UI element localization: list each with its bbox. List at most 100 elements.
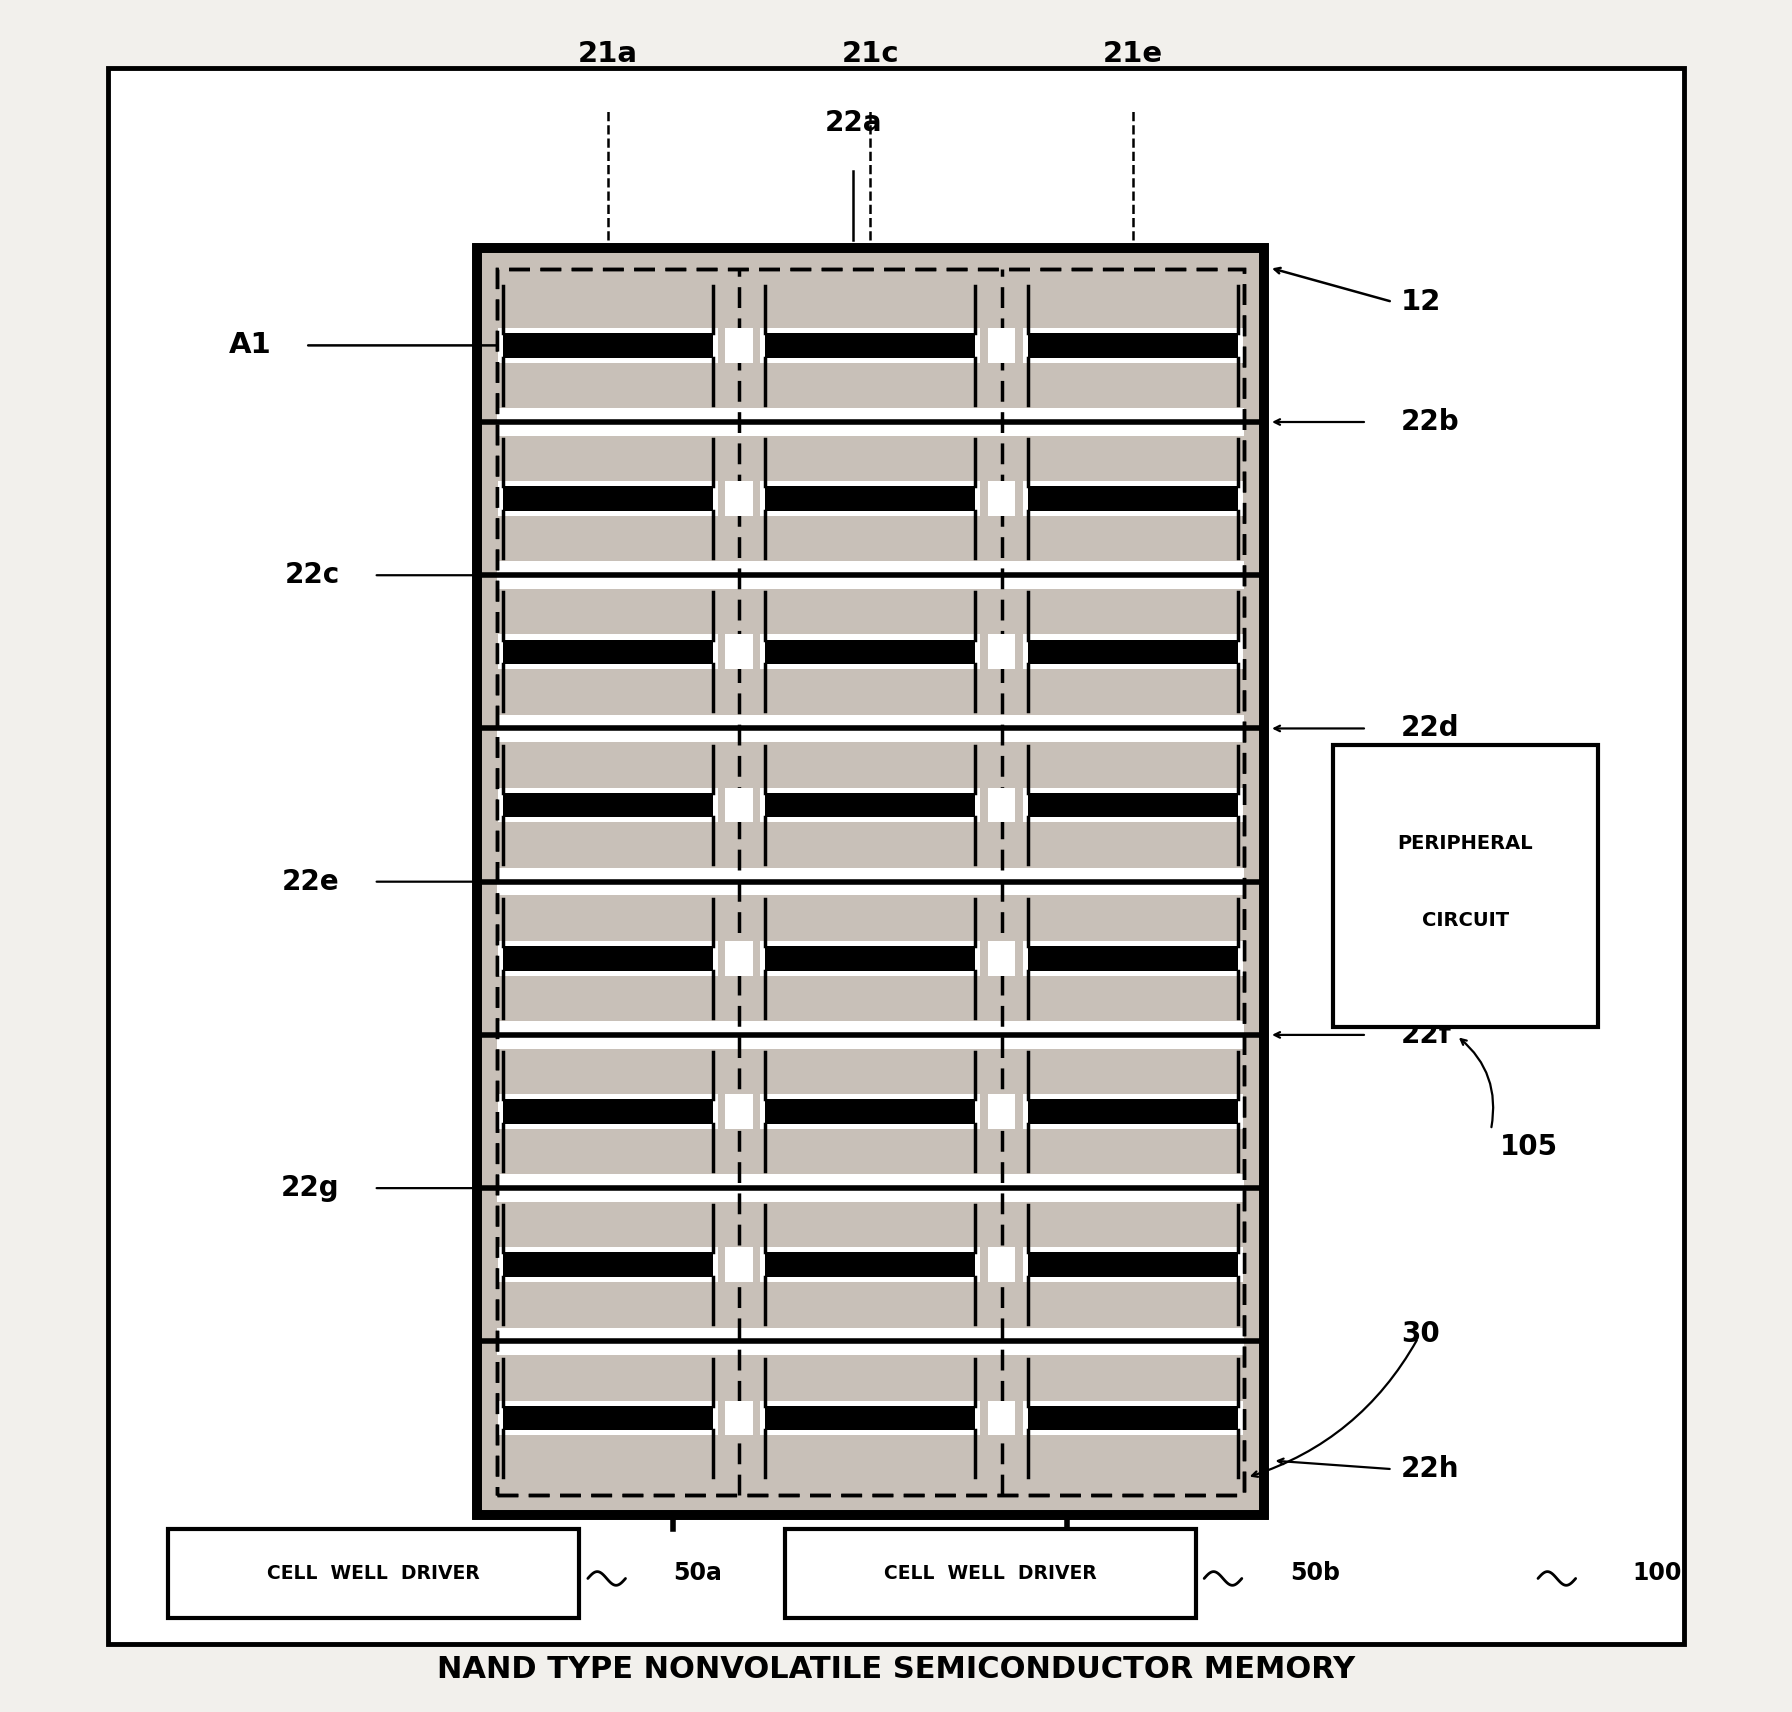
Bar: [765, 640, 975, 664]
Text: 21e: 21e: [1102, 41, 1163, 68]
Bar: [765, 793, 975, 817]
Bar: [765, 947, 975, 971]
Text: 105: 105: [1500, 1133, 1557, 1161]
Bar: [1029, 1099, 1238, 1123]
Text: 50a: 50a: [674, 1561, 722, 1585]
Bar: [496, 714, 1244, 743]
Bar: [760, 635, 980, 669]
Bar: [987, 481, 1016, 515]
Bar: [987, 329, 1016, 363]
Bar: [765, 1099, 975, 1123]
Bar: [477, 248, 1263, 1515]
Bar: [498, 1400, 719, 1435]
Bar: [496, 868, 1244, 895]
Bar: [760, 942, 980, 976]
Bar: [498, 1094, 719, 1128]
Bar: [1333, 745, 1598, 1027]
Bar: [504, 640, 713, 664]
Bar: [504, 793, 713, 817]
Bar: [1023, 1248, 1244, 1282]
Bar: [1029, 793, 1238, 817]
Bar: [1023, 481, 1244, 515]
Bar: [760, 1400, 980, 1435]
Bar: [496, 1327, 1244, 1356]
Bar: [504, 486, 713, 510]
Bar: [498, 635, 719, 669]
Bar: [498, 481, 719, 515]
Bar: [760, 1094, 980, 1128]
Bar: [726, 1094, 753, 1128]
Bar: [498, 329, 719, 363]
Bar: [498, 1248, 719, 1282]
Bar: [504, 334, 713, 358]
Bar: [1023, 788, 1244, 822]
Text: 22b: 22b: [1401, 407, 1460, 437]
Text: PERIPHERAL: PERIPHERAL: [1398, 834, 1532, 853]
Text: 30: 30: [1401, 1320, 1439, 1349]
Bar: [498, 788, 719, 822]
Bar: [504, 1253, 713, 1277]
Bar: [496, 1020, 1244, 1049]
Bar: [726, 481, 753, 515]
Bar: [504, 947, 713, 971]
Text: NAND TYPE NONVOLATILE SEMICONDUCTOR MEMORY: NAND TYPE NONVOLATILE SEMICONDUCTOR MEMO…: [437, 1656, 1355, 1683]
Bar: [498, 942, 719, 976]
Bar: [1029, 1253, 1238, 1277]
Bar: [1023, 329, 1244, 363]
Text: 12: 12: [1401, 288, 1441, 317]
Text: 22e: 22e: [281, 868, 340, 895]
Bar: [726, 1400, 753, 1435]
Bar: [785, 1529, 1195, 1618]
Bar: [765, 1406, 975, 1430]
Bar: [760, 1248, 980, 1282]
Text: 100: 100: [1633, 1561, 1681, 1585]
Bar: [504, 1099, 713, 1123]
Bar: [1023, 1400, 1244, 1435]
Bar: [1023, 635, 1244, 669]
Text: CIRCUIT: CIRCUIT: [1421, 911, 1509, 930]
Bar: [987, 942, 1016, 976]
Bar: [987, 635, 1016, 669]
Bar: [504, 1406, 713, 1430]
Text: 22c: 22c: [285, 562, 340, 589]
Bar: [1023, 1094, 1244, 1128]
Bar: [1029, 1406, 1238, 1430]
Text: 21a: 21a: [577, 41, 638, 68]
Text: 22d: 22d: [1401, 714, 1460, 743]
Bar: [765, 334, 975, 358]
Bar: [496, 269, 1244, 1495]
Bar: [726, 329, 753, 363]
Bar: [477, 248, 1263, 1515]
Bar: [726, 635, 753, 669]
Bar: [1029, 486, 1238, 510]
Bar: [760, 788, 980, 822]
Text: 22f: 22f: [1401, 1020, 1452, 1049]
Bar: [760, 481, 980, 515]
Bar: [987, 1400, 1016, 1435]
Text: 22g: 22g: [281, 1174, 340, 1202]
Bar: [496, 562, 1244, 589]
Bar: [987, 1094, 1016, 1128]
Bar: [496, 1174, 1244, 1202]
Text: 21c: 21c: [842, 41, 900, 68]
Text: 50b: 50b: [1290, 1561, 1340, 1585]
Text: 22h: 22h: [1401, 1455, 1459, 1483]
Bar: [496, 269, 1244, 1495]
Bar: [168, 1529, 579, 1618]
Bar: [1029, 640, 1238, 664]
Bar: [765, 1253, 975, 1277]
Bar: [477, 248, 1263, 1515]
Bar: [496, 407, 1244, 437]
Bar: [726, 1248, 753, 1282]
Text: CELL  WELL  DRIVER: CELL WELL DRIVER: [883, 1563, 1097, 1584]
Bar: [987, 1248, 1016, 1282]
Text: A1: A1: [228, 332, 271, 360]
Text: CELL  WELL  DRIVER: CELL WELL DRIVER: [267, 1563, 480, 1584]
Bar: [726, 788, 753, 822]
Text: 22a: 22a: [824, 110, 882, 137]
Bar: [1029, 334, 1238, 358]
Bar: [1023, 942, 1244, 976]
Bar: [1029, 947, 1238, 971]
Bar: [765, 486, 975, 510]
Bar: [987, 788, 1016, 822]
